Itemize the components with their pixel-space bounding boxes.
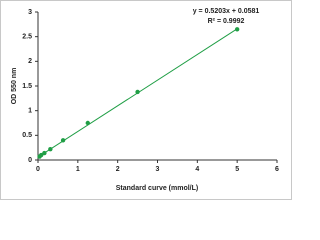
y-tick-label: 3 bbox=[28, 9, 32, 16]
y-tick-label: 1 bbox=[28, 108, 32, 115]
x-tick-label: 5 bbox=[235, 166, 239, 173]
y-tick-label: 2 bbox=[28, 58, 32, 65]
point bbox=[135, 89, 140, 95]
y-tick-label: 0 bbox=[28, 157, 32, 164]
x-tick-label: 2 bbox=[116, 166, 120, 173]
y-tick-label: 1.5 bbox=[22, 83, 32, 90]
chart: y = 0.5203x + 0.0581 R² = 0.9992 Standar… bbox=[0, 0, 292, 200]
x-axis-label: Standard curve (mmol/L) bbox=[116, 185, 198, 192]
chart-border bbox=[0, 0, 292, 200]
x-tick-label: 1 bbox=[76, 166, 80, 173]
r-squared: R² = 0.9992 bbox=[208, 18, 245, 25]
x-tick-label: 0 bbox=[36, 166, 40, 173]
point bbox=[48, 146, 53, 152]
point bbox=[38, 152, 44, 158]
x-tick-label: 6 bbox=[275, 166, 279, 173]
x-tick-label: 4 bbox=[195, 166, 199, 173]
y-tick-label: 0.5 bbox=[22, 132, 32, 139]
y-tick-label: 2.5 bbox=[22, 34, 32, 41]
y-axis-label: OD 550 nm bbox=[11, 68, 18, 105]
point bbox=[234, 27, 240, 32]
point bbox=[85, 120, 90, 126]
point bbox=[42, 150, 47, 156]
equation: y = 0.5203x + 0.0581 bbox=[193, 8, 260, 15]
point bbox=[60, 138, 66, 143]
x-tick-label: 3 bbox=[156, 166, 160, 173]
